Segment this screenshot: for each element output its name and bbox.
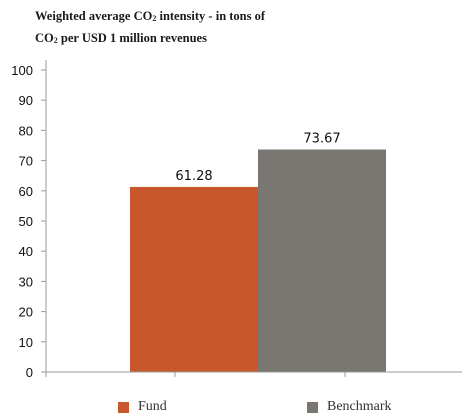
y-tick-label: 30: [19, 274, 33, 289]
legend-swatch-fund: [118, 402, 129, 413]
legend-label-fund: Fund: [138, 399, 167, 415]
y-tick-label: 90: [19, 93, 33, 108]
data-label-benchmark: 73.67: [303, 132, 340, 147]
data-label-fund: 61.28: [175, 169, 212, 184]
y-tick-label: 50: [19, 214, 33, 229]
y-tick-label: 60: [19, 184, 33, 199]
bar-benchmark: [258, 150, 386, 372]
y-axis: 0 10 20 30 40 50 60 70 80 90 100: [11, 60, 46, 380]
y-tick-label: 10: [19, 335, 33, 350]
legend-item-fund: Fund: [118, 399, 167, 415]
y-tick-label: 100: [11, 63, 33, 78]
bar-fund: [130, 187, 258, 372]
y-tick-label: 40: [19, 244, 33, 259]
legend-item-benchmark: Benchmark: [307, 399, 392, 415]
x-axis: [46, 372, 462, 377]
bars: [130, 150, 386, 372]
y-tick-label: 80: [19, 123, 33, 138]
bar-chart: 0 10 20 30 40 50 60 70 80 90 100 61.28 73.67: [0, 0, 469, 398]
y-tick-label: 0: [26, 365, 33, 380]
legend-label-benchmark: Benchmark: [327, 399, 392, 415]
legend-swatch-benchmark: [307, 402, 318, 413]
legend: Fund Benchmark: [0, 398, 469, 416]
y-tick-label: 70: [19, 154, 33, 169]
y-tick-label: 20: [19, 305, 33, 320]
